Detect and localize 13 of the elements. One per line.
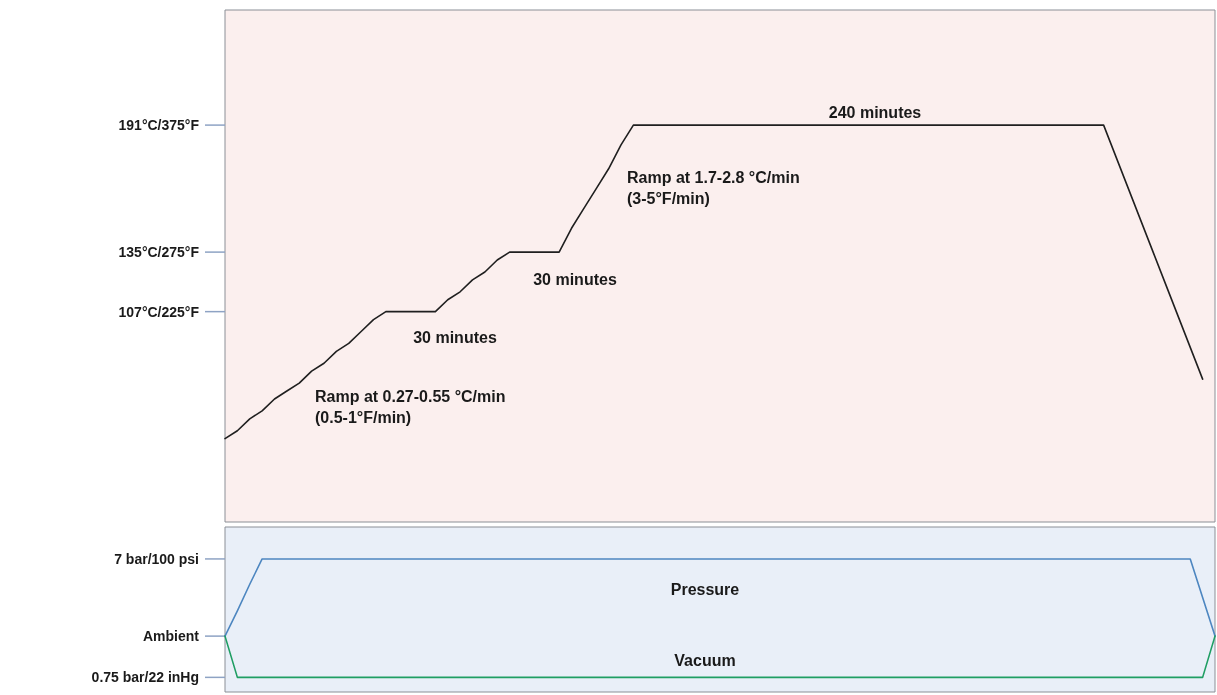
annotation: 30 minutes — [413, 328, 497, 346]
ref-line-label: 7 bar/100 psi — [114, 550, 199, 567]
series-label: Pressure — [670, 580, 740, 598]
ref-line-label: 107°C/225°F — [118, 303, 200, 320]
ref-line-label: 191°C/375°F — [118, 117, 200, 134]
annotation: 30 minutes — [533, 270, 617, 288]
annotation: Ramp at 1.7-2.8 °C/min (3-5°F/min) — [627, 169, 800, 207]
ref-line-label: Ambient — [143, 628, 200, 645]
ref-line-label: 0.75 bar/22 inHg — [91, 669, 199, 686]
ref-line-label: 135°C/275°F — [118, 244, 200, 261]
text: 240 minutes — [828, 103, 922, 121]
series-label: Vacuum — [674, 651, 736, 669]
annotation: Ramp at 0.27-0.55 °C/min (0.5-1°F/min) — [315, 388, 506, 426]
